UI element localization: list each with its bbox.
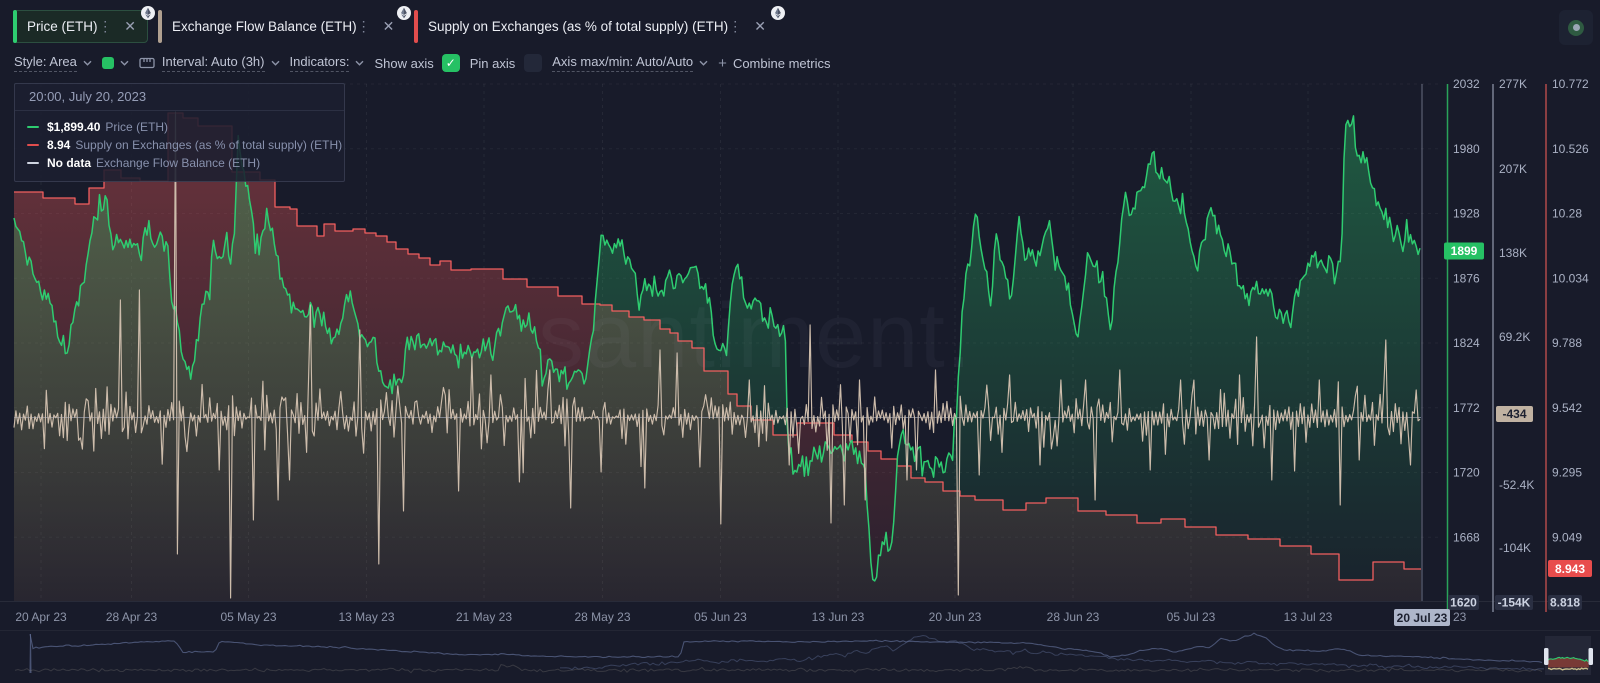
svg-text:10.526: 10.526 [1552, 142, 1589, 156]
svg-text:1876: 1876 [1453, 271, 1480, 285]
svg-text:20 Apr 23: 20 Apr 23 [15, 610, 67, 624]
svg-text:9.542: 9.542 [1552, 401, 1582, 415]
svg-text:10.28: 10.28 [1552, 207, 1582, 221]
svg-text:138K: 138K [1499, 246, 1527, 260]
svg-text:05 Jun 23: 05 Jun 23 [694, 610, 747, 624]
svg-text:1772: 1772 [1453, 401, 1480, 415]
svg-text:2032: 2032 [1453, 77, 1480, 91]
svg-text:05 Jul 23: 05 Jul 23 [1167, 610, 1216, 624]
svg-text:13 Jul 23: 13 Jul 23 [1284, 610, 1333, 624]
svg-text:10.034: 10.034 [1552, 271, 1589, 285]
svg-text:69.2K: 69.2K [1499, 330, 1530, 344]
svg-text:1824: 1824 [1453, 336, 1480, 350]
svg-text:-52.4K: -52.4K [1499, 478, 1534, 492]
svg-text:-104K: -104K [1499, 541, 1531, 555]
svg-text:8.818: 8.818 [1550, 596, 1580, 610]
svg-text:9.788: 9.788 [1552, 336, 1582, 350]
svg-text:21 May 23: 21 May 23 [456, 610, 512, 624]
svg-text:9.049: 9.049 [1552, 530, 1582, 544]
svg-text:13 Jun 23: 13 Jun 23 [812, 610, 865, 624]
svg-text:28 Apr 23: 28 Apr 23 [106, 610, 158, 624]
svg-text:9.295: 9.295 [1552, 466, 1582, 480]
svg-text:1668: 1668 [1453, 530, 1480, 544]
svg-text:1928: 1928 [1453, 207, 1480, 221]
svg-text:8.943: 8.943 [1555, 562, 1585, 576]
svg-text:-154K: -154K [1498, 596, 1531, 610]
svg-text:207K: 207K [1499, 162, 1527, 176]
svg-text:05 May 23: 05 May 23 [220, 610, 276, 624]
svg-text:23: 23 [1453, 610, 1467, 624]
svg-text:277K: 277K [1499, 77, 1527, 91]
svg-text:20 Jun 23: 20 Jun 23 [929, 610, 982, 624]
svg-text:28 May 23: 28 May 23 [574, 610, 630, 624]
svg-text:1720: 1720 [1453, 466, 1480, 480]
svg-text:-434: -434 [1502, 407, 1526, 421]
svg-text:28 Jun 23: 28 Jun 23 [1047, 610, 1100, 624]
svg-text:1620: 1620 [1450, 596, 1477, 610]
svg-text:10.772: 10.772 [1552, 77, 1589, 91]
svg-text:1980: 1980 [1453, 142, 1480, 156]
svg-text:1899: 1899 [1451, 244, 1478, 258]
svg-text:13 May 23: 13 May 23 [338, 610, 394, 624]
svg-text:20 Jul 23: 20 Jul 23 [1397, 611, 1448, 625]
